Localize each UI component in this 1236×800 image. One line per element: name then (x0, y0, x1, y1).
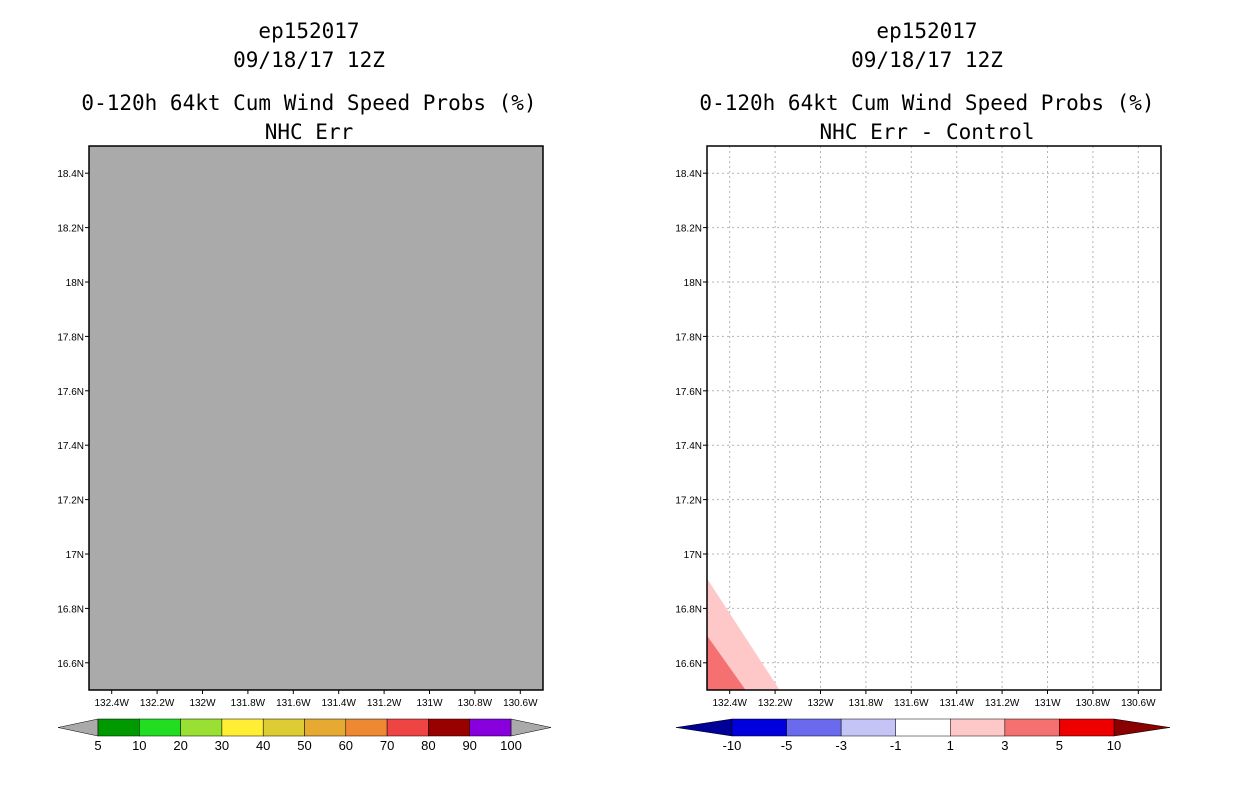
plot-frame (88, 145, 544, 691)
colorbar-label: 5 (1056, 738, 1063, 753)
x-tick-label: 130.6W (503, 698, 538, 709)
x-tick-label: 130.8W (1076, 698, 1111, 709)
colorbar-under-arrow (57, 718, 99, 737)
colorbar-label: 5 (94, 738, 101, 753)
y-tick-label: 16.8N (675, 604, 702, 615)
chart-title-line-3: 0-120h 64kt Cum Wind Speed Probs (%) (81, 91, 536, 115)
colorbar-label: 1 (947, 738, 954, 753)
colorbar-label: 20 (173, 738, 187, 753)
colorbar-label: 100 (500, 738, 522, 753)
colorbar-label: 3 (1001, 738, 1008, 753)
x-tick-label: 132.2W (758, 698, 793, 709)
colorbar-swatch (304, 718, 347, 737)
y-tick-label: 17.4N (57, 441, 84, 452)
x-tick-label: 131W (1034, 698, 1061, 709)
colorbar-label: 50 (297, 738, 311, 753)
colorbar-swatch (786, 718, 842, 737)
chart-panel-1: ep152017 09/18/17 12Z 0-120h 64kt Cum Wind… (57, 19, 552, 753)
y-tick-label: 16.6N (57, 659, 84, 670)
x-tick-label: 131.6W (276, 698, 311, 709)
chart-title-line-2: 09/18/17 12Z (851, 48, 1003, 72)
colorbar-swatch (97, 718, 140, 737)
colorbar-swatch (386, 718, 429, 737)
colorbar-swatch (221, 718, 264, 737)
colorbar-swatch (950, 718, 1006, 737)
chart-title-line-4: NHC Err (265, 120, 354, 144)
colorbar-swatch (895, 718, 951, 737)
y-tick-label: 18.4N (57, 169, 84, 180)
x-tick-label: 132.4W (94, 698, 129, 709)
y-tick-label: 18.2N (57, 224, 84, 235)
colorbar-label: -3 (835, 738, 847, 753)
y-tick-label: 17.6N (57, 387, 84, 398)
colorbar-label: -5 (781, 738, 793, 753)
chart-title-line-4: NHC Err - Control (820, 120, 1035, 144)
colorbar-label: 30 (215, 738, 229, 753)
x-tick-label: 132W (807, 698, 834, 709)
y-tick-label: 17N (66, 550, 84, 561)
y-tick-label: 18N (66, 278, 84, 289)
y-tick-label: 17.2N (675, 496, 702, 507)
colorbar-swatch (428, 718, 470, 737)
plot-frame (706, 145, 1162, 691)
x-tick-label: 131.8W (849, 698, 884, 709)
colorbar-swatch (1004, 718, 1060, 737)
colorbar-swatch (840, 718, 896, 737)
y-tick-label: 17.4N (675, 441, 702, 452)
colorbar-label: 80 (421, 738, 435, 753)
x-tick-label: 131.4W (939, 698, 974, 709)
y-tick-label: 18.2N (675, 224, 702, 235)
colorbar-swatch (1059, 718, 1115, 737)
x-tick-label: 131.6W (894, 698, 929, 709)
x-tick-label: 132.2W (140, 698, 175, 709)
y-tick-label: 18N (684, 278, 702, 289)
y-tick-label: 17N (684, 550, 702, 561)
y-tick-label: 17.6N (675, 387, 702, 398)
colorbar-label: 10 (132, 738, 146, 753)
x-tick-label: 131.2W (985, 698, 1020, 709)
chart-panel-2: ep152017 09/18/17 12Z 0-120h 64kt Cum Wind… (675, 19, 1171, 753)
colorbar-swatch (731, 718, 787, 737)
chart-title-line-1: ep152017 (258, 19, 359, 43)
undefined-data-field (89, 146, 543, 690)
x-tick-label: 131W (416, 698, 443, 709)
colorbar-label: 10 (1107, 738, 1121, 753)
y-tick-label: 16.8N (57, 604, 84, 615)
colorbar-label: -1 (890, 738, 902, 753)
y-tick-label: 17.8N (675, 332, 702, 343)
chart-title-line-1: ep152017 (876, 19, 977, 43)
colorbar-swatch (262, 718, 305, 737)
x-tick-label: 131.2W (367, 698, 402, 709)
x-tick-label: 131.8W (231, 698, 266, 709)
y-tick-label: 16.6N (675, 659, 702, 670)
x-tick-label: 132W (189, 698, 216, 709)
colorbar-label: 90 (462, 738, 476, 753)
x-tick-label: 130.8W (458, 698, 493, 709)
x-tick-label: 131.4W (321, 698, 356, 709)
colorbar-swatch (139, 718, 181, 737)
chart-title-line-2: 09/18/17 12Z (233, 48, 385, 72)
chart-title-line-3: 0-120h 64kt Cum Wind Speed Probs (%) (699, 91, 1154, 115)
colorbar-label: 70 (380, 738, 394, 753)
colorbar-swatch (180, 718, 223, 737)
colorbar-swatch (345, 718, 388, 737)
y-tick-label: 18.4N (675, 169, 702, 180)
x-tick-label: 132.4W (712, 698, 747, 709)
colorbar-swatch (469, 718, 512, 737)
contour-fill-2 (707, 635, 746, 690)
y-tick-label: 17.8N (57, 332, 84, 343)
colorbar-over-arrow (510, 718, 552, 737)
x-tick-label: 130.6W (1121, 698, 1156, 709)
colorbar-label: 40 (256, 738, 270, 753)
colorbar-over-arrow (1113, 718, 1171, 737)
colorbar-label: 60 (339, 738, 353, 753)
colorbar-label: -10 (723, 738, 742, 753)
colorbar-under-arrow (675, 718, 733, 737)
y-tick-label: 17.2N (57, 496, 84, 507)
